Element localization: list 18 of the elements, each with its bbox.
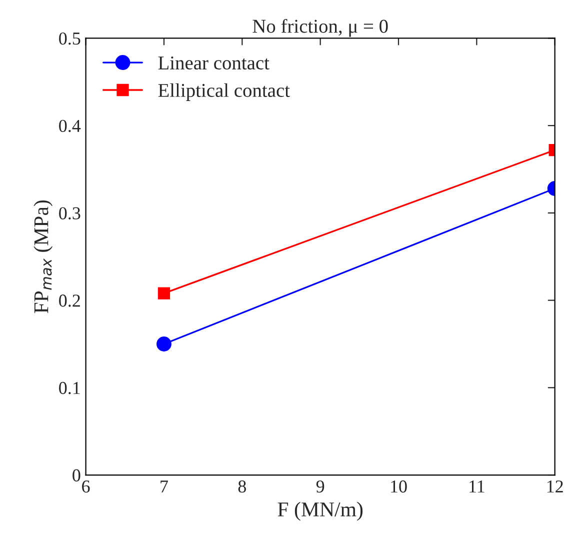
x-tick-label: 11 (470, 480, 484, 492)
x-tick-label: 10 (391, 480, 407, 493)
y-tick-label: 0.3 (59, 207, 80, 220)
x-tick-label: 9 (316, 480, 324, 493)
x-tick-label: 8 (238, 480, 246, 493)
x-tick-label: 7 (160, 480, 168, 492)
y-axis-title: FP$_{max}$ (MPa) (34, 200, 53, 314)
y-tick-label: 0 (72, 469, 80, 482)
legend-label: Elliptical contact (158, 83, 290, 101)
x-axis-title: F (MN/m) (278, 502, 363, 521)
y-tick-label: 0.1 (59, 382, 80, 394)
chart-title: No friction, μ = 0 (252, 18, 388, 37)
y-tick-label: 0.5 (59, 32, 80, 45)
x-tick-label: 12 (547, 480, 563, 492)
legend-label: Linear contact (158, 56, 270, 70)
y-tick-label: 0.4 (59, 120, 81, 132)
y-tick-label: 0.2 (59, 294, 80, 307)
x-tick-label: 6 (82, 480, 90, 493)
